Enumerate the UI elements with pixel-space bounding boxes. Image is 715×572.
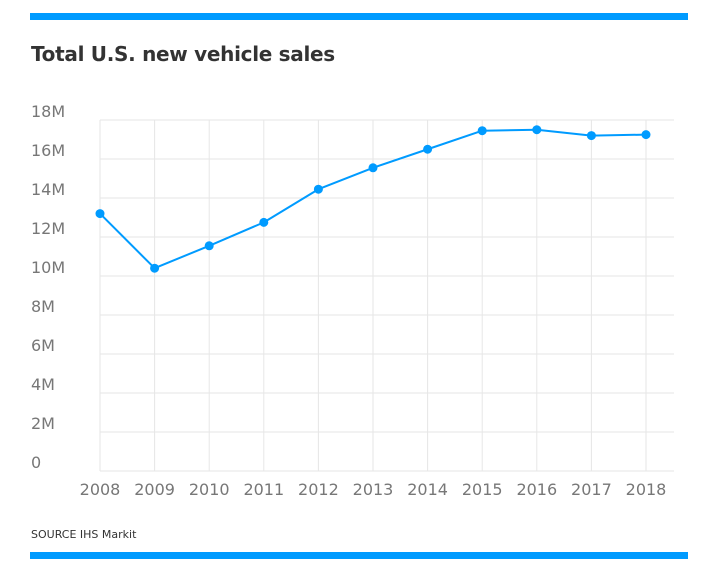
y-tick-label: 6M — [31, 336, 55, 355]
data-point — [204, 241, 214, 251]
x-tick-label: 2018 — [626, 480, 667, 499]
x-tick-labels: 2008 2009 2010 2011 2012 2013 2014 2015 2016 2017… — [80, 480, 667, 499]
x-tick-label: 2012 — [298, 480, 339, 499]
y-tick-label: 14M — [31, 180, 65, 199]
x-tick-label: 2013 — [353, 480, 394, 499]
data-point — [95, 209, 105, 219]
y-tick-label: 10M — [31, 258, 65, 277]
bottom-accent-bar — [30, 552, 688, 559]
x-tick-label: 2009 — [134, 480, 175, 499]
y-tick-label: 4M — [31, 375, 55, 394]
x-tick-label: 2014 — [407, 480, 448, 499]
x-tick-label: 2016 — [516, 480, 557, 499]
chart-title: Total U.S. new vehicle sales — [31, 42, 335, 66]
data-point — [150, 263, 160, 273]
data-point — [532, 125, 542, 135]
y-tick-label: 0 — [31, 453, 41, 472]
x-tick-label: 2011 — [243, 480, 284, 499]
data-point — [423, 144, 433, 154]
y-tick-label: 12M — [31, 219, 65, 238]
y-tick-label: 2M — [31, 414, 55, 433]
top-accent-bar — [30, 13, 688, 20]
data-point — [641, 130, 651, 140]
source-note: SOURCE IHS Markit — [31, 528, 137, 541]
x-tick-label: 2017 — [571, 480, 612, 499]
data-point — [313, 184, 323, 194]
data-point — [477, 126, 487, 136]
x-tick-label: 2015 — [462, 480, 503, 499]
y-tick-label: 16M — [31, 141, 65, 160]
data-point — [586, 131, 596, 141]
x-tick-label: 2008 — [80, 480, 121, 499]
data-points-layer — [95, 125, 651, 273]
y-tick-label: 8M — [31, 297, 55, 316]
data-point — [259, 217, 269, 227]
grid-layer — [99, 119, 674, 472]
data-point — [368, 163, 378, 173]
y-tick-label: 18M — [31, 102, 65, 121]
y-tick-labels: 0 2M 4M 6M 8M 10M 12M 14M 16M 18M — [31, 102, 65, 472]
x-tick-label: 2010 — [189, 480, 230, 499]
